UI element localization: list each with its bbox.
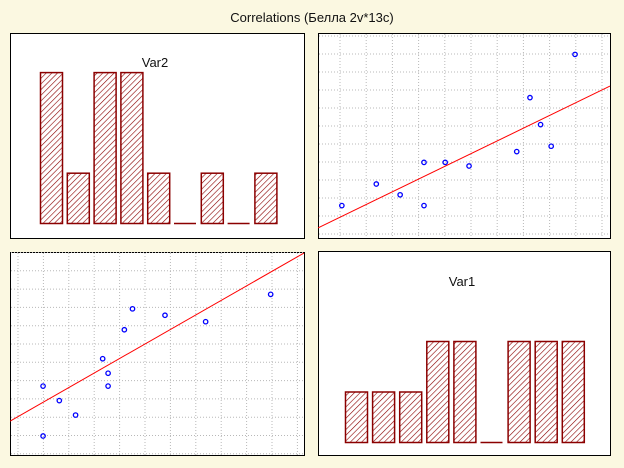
data-point <box>442 159 449 166</box>
data-point <box>421 202 427 209</box>
data-point <box>162 312 168 319</box>
regression-line <box>318 85 611 229</box>
histogram-bar <box>120 71 144 225</box>
histogram-title: Var2 <box>142 55 169 70</box>
histogram-bar <box>200 172 225 225</box>
data-point <box>99 355 106 362</box>
histogram-bar <box>66 172 91 225</box>
panel-frame <box>10 252 305 456</box>
histogram-title: Var1 <box>449 274 476 289</box>
histogram-bar <box>398 391 423 444</box>
histogram-bar <box>453 340 477 444</box>
data-point <box>105 383 111 389</box>
data-point <box>397 191 403 198</box>
data-point <box>466 163 472 169</box>
data-point <box>105 370 111 377</box>
regression-line <box>10 252 305 422</box>
chart-title: Correlations (Белла 2v*13c) <box>230 10 394 25</box>
data-point <box>513 148 520 155</box>
data-point <box>527 94 533 101</box>
data-point <box>537 121 544 128</box>
histogram-bar <box>426 340 450 444</box>
data-point <box>267 291 274 298</box>
data-point <box>56 397 63 404</box>
data-point <box>548 143 555 150</box>
data-point <box>72 412 79 418</box>
bottom-right-panel: Var1 <box>318 251 611 456</box>
data-point <box>572 51 578 58</box>
data-point <box>202 318 209 325</box>
histogram-bar <box>146 172 171 225</box>
data-point <box>40 433 46 439</box>
histogram-bar <box>534 340 558 444</box>
bottom-left-panel <box>10 252 305 456</box>
histogram-bar <box>93 71 117 225</box>
histogram-bar <box>254 172 278 225</box>
histogram-bar <box>371 391 396 444</box>
histogram-bar <box>507 340 531 444</box>
data-point <box>421 159 427 166</box>
top-right-panel <box>318 33 611 239</box>
histogram-bar <box>561 340 586 444</box>
histogram-bar <box>39 71 64 225</box>
data-point <box>40 383 46 389</box>
data-point <box>338 202 345 209</box>
data-point <box>373 181 380 187</box>
top-left-panel: Var2 <box>10 33 305 239</box>
histogram-bar <box>344 391 369 444</box>
data-point <box>121 326 128 333</box>
panel-frame <box>318 33 611 239</box>
data-point <box>129 305 136 312</box>
